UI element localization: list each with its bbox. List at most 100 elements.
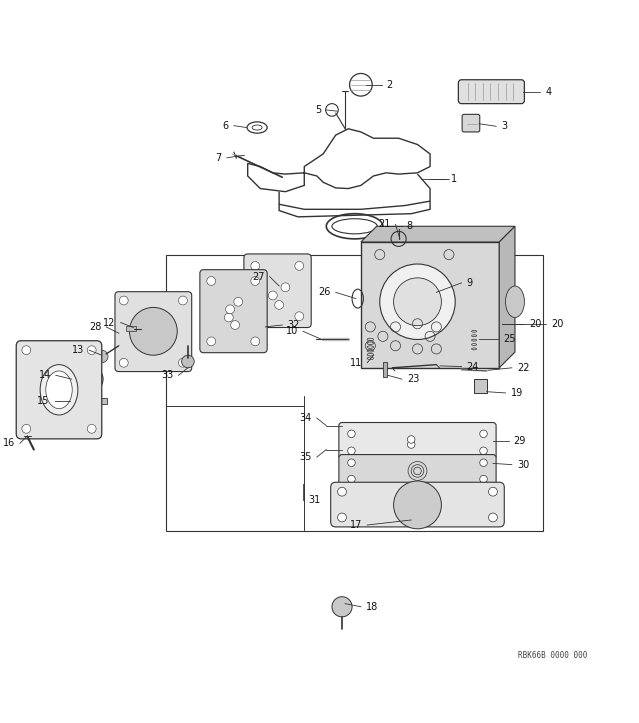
Text: 25: 25 bbox=[503, 335, 516, 344]
Circle shape bbox=[337, 513, 346, 522]
Circle shape bbox=[489, 487, 497, 496]
Circle shape bbox=[207, 337, 215, 346]
Text: 29: 29 bbox=[514, 436, 526, 446]
Text: 10: 10 bbox=[286, 326, 298, 336]
Circle shape bbox=[88, 424, 96, 433]
Ellipse shape bbox=[40, 364, 78, 415]
Circle shape bbox=[181, 355, 194, 368]
Circle shape bbox=[207, 277, 215, 286]
Text: 23: 23 bbox=[407, 374, 419, 384]
Polygon shape bbox=[499, 226, 515, 368]
Circle shape bbox=[337, 487, 346, 496]
Text: 13: 13 bbox=[72, 345, 84, 355]
Circle shape bbox=[295, 312, 304, 320]
FancyBboxPatch shape bbox=[16, 341, 102, 439]
Text: 16: 16 bbox=[3, 438, 15, 448]
Circle shape bbox=[226, 305, 235, 314]
Text: 8: 8 bbox=[407, 221, 413, 231]
Circle shape bbox=[224, 313, 233, 322]
FancyBboxPatch shape bbox=[200, 270, 267, 353]
Circle shape bbox=[348, 459, 355, 466]
Text: 15: 15 bbox=[37, 396, 50, 406]
Text: 19: 19 bbox=[511, 388, 523, 398]
Text: 14: 14 bbox=[38, 370, 51, 380]
Text: 35: 35 bbox=[300, 452, 312, 462]
Circle shape bbox=[480, 459, 488, 466]
Circle shape bbox=[268, 291, 277, 300]
Text: 22: 22 bbox=[517, 363, 529, 373]
Ellipse shape bbox=[78, 371, 96, 387]
Text: 32: 32 bbox=[288, 320, 300, 330]
Bar bbox=[70, 398, 107, 404]
Text: 20: 20 bbox=[530, 319, 542, 329]
Text: 2: 2 bbox=[387, 80, 393, 90]
FancyBboxPatch shape bbox=[339, 455, 496, 487]
Text: 6: 6 bbox=[222, 121, 229, 131]
Circle shape bbox=[295, 262, 304, 270]
Text: 3: 3 bbox=[501, 121, 507, 132]
Polygon shape bbox=[361, 226, 515, 242]
Bar bbox=[166, 254, 543, 531]
Circle shape bbox=[88, 346, 96, 354]
Circle shape bbox=[480, 475, 488, 483]
Text: 4: 4 bbox=[545, 87, 551, 97]
Circle shape bbox=[394, 481, 442, 529]
Circle shape bbox=[251, 262, 259, 270]
Bar bbox=[361, 242, 499, 368]
Text: 1: 1 bbox=[451, 174, 457, 184]
Circle shape bbox=[489, 513, 497, 522]
Text: 30: 30 bbox=[517, 460, 529, 470]
Text: 7: 7 bbox=[215, 153, 222, 163]
Text: 17: 17 bbox=[350, 520, 362, 530]
Circle shape bbox=[332, 596, 352, 617]
Circle shape bbox=[22, 424, 31, 433]
Circle shape bbox=[281, 283, 290, 291]
Circle shape bbox=[251, 277, 259, 286]
Bar bbox=[474, 379, 487, 393]
FancyBboxPatch shape bbox=[339, 422, 496, 459]
Circle shape bbox=[380, 264, 455, 340]
Text: 5: 5 bbox=[315, 105, 321, 115]
Circle shape bbox=[394, 278, 442, 325]
Circle shape bbox=[95, 350, 108, 363]
Circle shape bbox=[130, 307, 177, 355]
Circle shape bbox=[480, 430, 488, 437]
Text: 26: 26 bbox=[318, 287, 331, 297]
Circle shape bbox=[408, 436, 415, 443]
Text: RBK66B 0000 000: RBK66B 0000 000 bbox=[518, 651, 587, 660]
Circle shape bbox=[178, 359, 187, 367]
Text: 21: 21 bbox=[378, 219, 390, 229]
Text: 27: 27 bbox=[252, 272, 265, 281]
Bar bbox=[383, 362, 387, 377]
Circle shape bbox=[251, 312, 259, 320]
Circle shape bbox=[480, 447, 488, 455]
Circle shape bbox=[119, 296, 128, 305]
Circle shape bbox=[348, 430, 355, 437]
Circle shape bbox=[231, 320, 240, 330]
Ellipse shape bbox=[46, 371, 72, 408]
FancyBboxPatch shape bbox=[458, 80, 525, 103]
FancyBboxPatch shape bbox=[462, 114, 480, 132]
Text: 33: 33 bbox=[161, 370, 173, 380]
Text: 12: 12 bbox=[104, 317, 116, 328]
Circle shape bbox=[348, 475, 355, 483]
Circle shape bbox=[22, 346, 31, 354]
FancyBboxPatch shape bbox=[115, 291, 192, 372]
Circle shape bbox=[275, 301, 284, 309]
Text: 11: 11 bbox=[350, 358, 362, 368]
Text: 28: 28 bbox=[89, 322, 101, 332]
Text: 9: 9 bbox=[466, 278, 473, 288]
Circle shape bbox=[348, 447, 355, 455]
FancyBboxPatch shape bbox=[331, 482, 504, 527]
Circle shape bbox=[178, 296, 187, 305]
Circle shape bbox=[234, 297, 243, 306]
Circle shape bbox=[119, 359, 128, 367]
Circle shape bbox=[251, 337, 259, 346]
Text: 34: 34 bbox=[300, 413, 312, 423]
Circle shape bbox=[408, 441, 415, 448]
Ellipse shape bbox=[72, 365, 103, 393]
Text: 20: 20 bbox=[551, 319, 563, 329]
Ellipse shape bbox=[505, 286, 525, 317]
FancyBboxPatch shape bbox=[244, 254, 311, 328]
Text: 24: 24 bbox=[466, 362, 479, 372]
